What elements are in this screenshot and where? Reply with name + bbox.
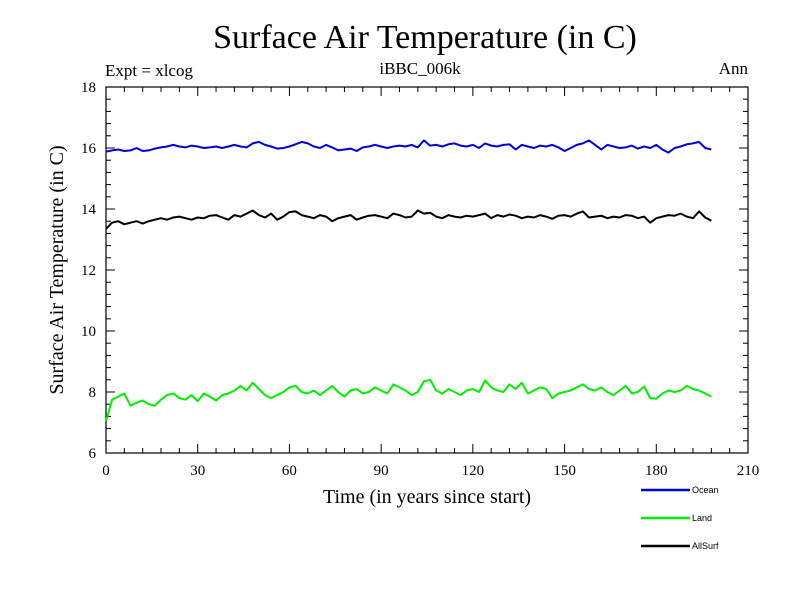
- x-tick-label: 120: [462, 463, 485, 479]
- axes: 0 30 60 90 120 150 180 210 6 8 10 12 14 16 18: [81, 80, 759, 479]
- x-tick-label: 210: [737, 463, 760, 479]
- chart-subtitle: iBBC_006k: [379, 59, 461, 78]
- y-tick-label: 10: [81, 324, 96, 340]
- chart-title: Surface Air Temperature (in C): [213, 19, 637, 56]
- y-tick-label: 12: [81, 263, 96, 279]
- experiment-label: Expt = xlcog: [105, 61, 193, 80]
- x-tick-label: 0: [102, 463, 110, 479]
- x-tick-label: 180: [645, 463, 668, 479]
- legend-label-ocean: Ocean: [692, 485, 719, 495]
- y-tick-label: 6: [89, 446, 97, 462]
- x-tick-label: 30: [190, 463, 205, 479]
- series-lines: [105, 139, 712, 422]
- legend-label-allsurf: AllSurf: [692, 541, 719, 551]
- series-line-allsurf: [105, 209, 712, 230]
- y-tick-label: 18: [81, 80, 96, 96]
- series-line-land: [105, 378, 712, 422]
- y-tick-label: 8: [89, 385, 97, 401]
- x-tick-label: 60: [282, 463, 297, 479]
- y-tick-label: 14: [81, 202, 97, 218]
- period-label: Ann: [719, 59, 749, 78]
- x-axis-label: Time (in years since start): [323, 486, 531, 508]
- x-tick-label: 90: [374, 463, 389, 479]
- y-axis-label: Surface Air Temperature (in C): [46, 145, 68, 394]
- legend: Ocean Land AllSurf: [641, 485, 719, 551]
- x-tick-label: 150: [553, 463, 576, 479]
- y-tick-label: 16: [81, 141, 97, 157]
- legend-label-land: Land: [692, 513, 712, 523]
- series-line-ocean: [105, 139, 712, 154]
